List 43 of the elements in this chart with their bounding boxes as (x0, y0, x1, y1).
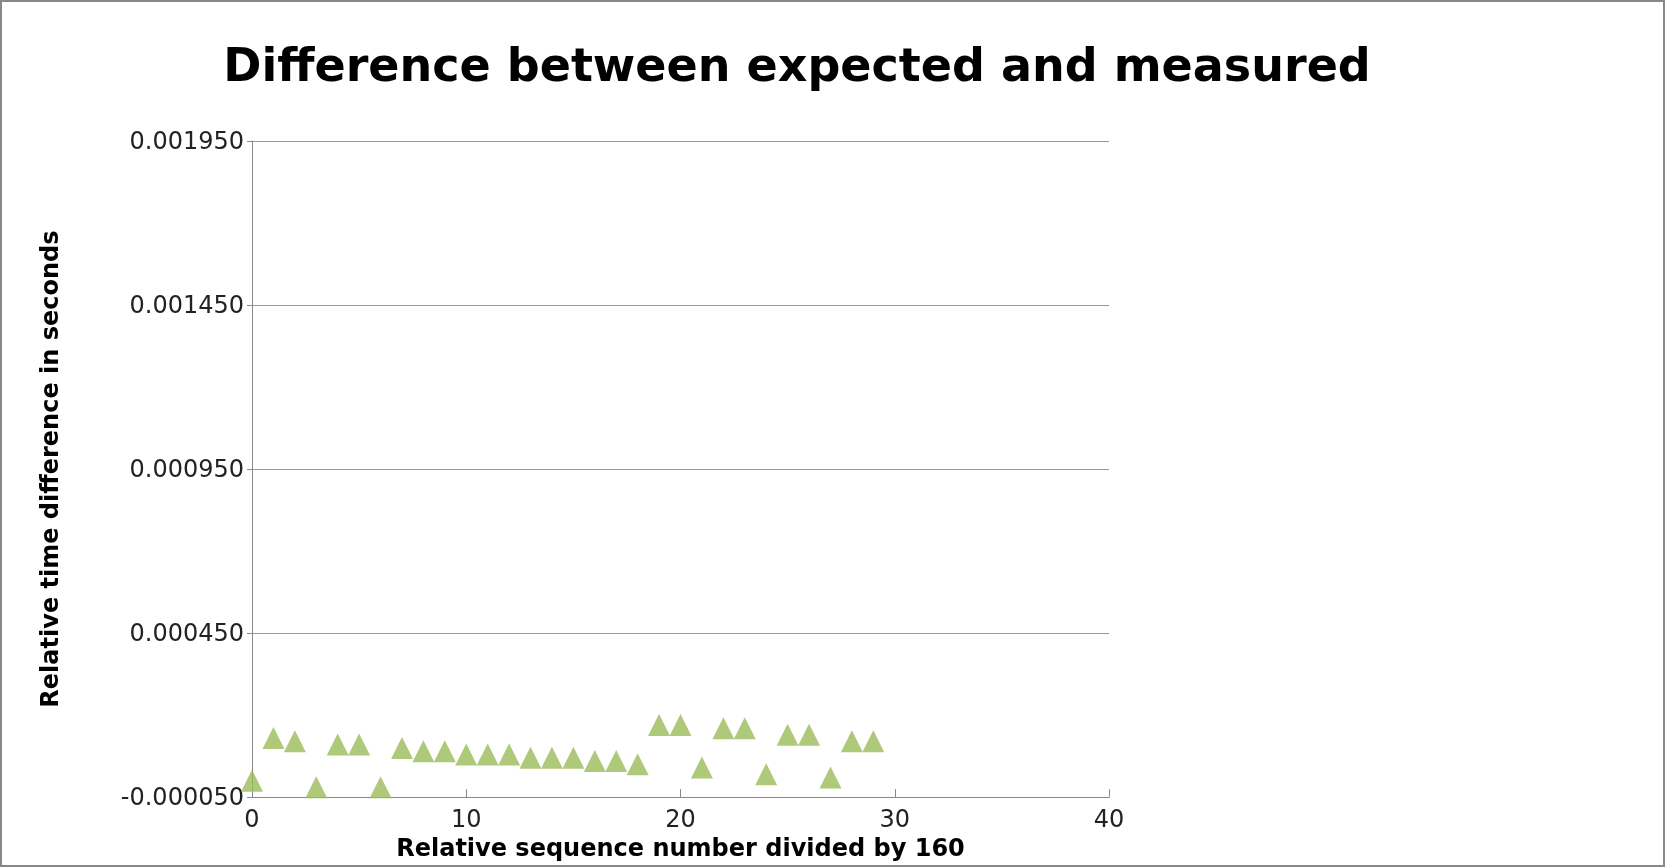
y-tick-label: 0.001950 (129, 127, 244, 155)
point (433, 740, 456, 763)
point (562, 746, 585, 769)
y-tick-label: -0.000050 (120, 783, 244, 812)
point (798, 723, 821, 746)
point (519, 746, 542, 769)
point (326, 733, 349, 756)
point (283, 730, 306, 753)
point (583, 750, 606, 773)
point (862, 730, 885, 753)
point (390, 736, 413, 759)
y-tick-label: 0.000450 (129, 619, 244, 648)
x-axis-title: Relative sequence number divided by 160 (396, 834, 965, 862)
x-tick-label: 10 (450, 805, 482, 834)
point (733, 717, 756, 740)
point (412, 740, 435, 763)
point (648, 713, 671, 736)
point (669, 713, 692, 736)
point (498, 743, 521, 766)
point (369, 776, 392, 799)
point (305, 776, 328, 799)
x-tick-label: 20 (665, 805, 696, 834)
point (840, 730, 863, 753)
point (348, 733, 371, 756)
y-axis-title: Relative time difference in seconds (36, 230, 64, 708)
y-tick-label: 0.001450 (129, 291, 244, 320)
point (605, 750, 628, 773)
point (626, 753, 649, 776)
point (455, 743, 478, 766)
point (476, 743, 499, 766)
point (819, 766, 842, 789)
point (241, 769, 263, 792)
point (712, 717, 735, 740)
x-tick-label: 40 (1093, 805, 1125, 834)
point (776, 723, 799, 746)
x-tick-label: 30 (879, 805, 911, 834)
point (540, 746, 563, 769)
point (690, 756, 713, 779)
point (755, 763, 778, 786)
y-tick-label: 0.000950 (129, 455, 244, 484)
chart-title: Difference between expected and measured (223, 38, 1371, 92)
point (262, 727, 285, 750)
x-tick-label: 0 (244, 805, 260, 834)
